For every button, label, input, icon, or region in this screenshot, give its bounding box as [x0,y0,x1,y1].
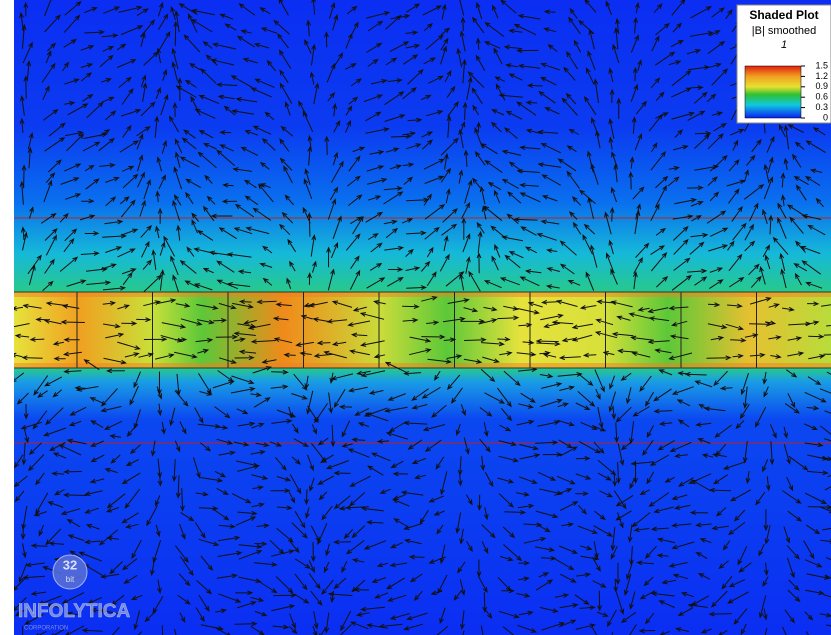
magnet-band [14,292,831,368]
field-plot-screen: Shaded Plot |B| smoothed 1 1.51.20.90.60… [0,0,831,635]
left-margin [0,0,14,635]
colorbar-tick-label: 1.5 [815,60,828,70]
colorbar-tick-label: 0.6 [815,92,828,102]
colorbar-tick-label: 0.9 [815,81,828,91]
colorbar-tick-label: 0.3 [815,102,828,112]
colorbar-tick-label: 1.2 [815,71,828,81]
legend-index: 1 [781,39,787,51]
logo-tagline: CORPORATION [24,626,68,632]
legend-subtitle: |B| smoothed [752,25,816,37]
colorbar-tick-label: 0 [823,112,828,122]
band-edge [14,363,831,368]
colorbar [745,66,801,118]
logo-name: INFOLYTICA [18,601,131,622]
legend-title: Shaded Plot [749,8,818,22]
legend: Shaded Plot |B| smoothed 1 1.51.20.90.60… [737,5,831,123]
band-edge [14,292,831,297]
logo-badge-top: 32 [63,557,77,572]
logo-badge-bottom: bit [66,575,75,584]
